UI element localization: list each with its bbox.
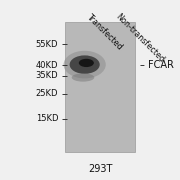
Ellipse shape — [64, 51, 106, 78]
Ellipse shape — [72, 73, 94, 82]
Text: 35KD: 35KD — [36, 71, 58, 80]
Text: – FCAR: – FCAR — [140, 60, 174, 70]
Text: Non-transfected: Non-transfected — [114, 12, 166, 64]
Text: 15KD: 15KD — [36, 114, 58, 123]
Text: 55KD: 55KD — [36, 40, 58, 49]
Ellipse shape — [70, 55, 100, 74]
Text: 293T: 293T — [88, 164, 112, 174]
Ellipse shape — [79, 59, 94, 67]
Text: Transfected: Transfected — [85, 12, 124, 51]
Text: 40KD: 40KD — [36, 61, 58, 70]
Text: 25KD: 25KD — [36, 89, 58, 98]
Bar — [65, 22, 135, 152]
